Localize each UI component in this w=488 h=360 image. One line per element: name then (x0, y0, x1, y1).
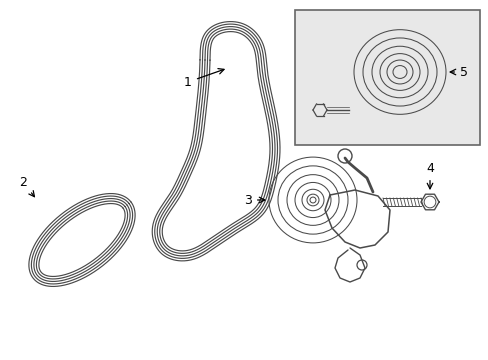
Text: 5: 5 (449, 66, 467, 78)
Text: 1: 1 (184, 69, 224, 89)
Text: 3: 3 (244, 194, 264, 207)
Bar (294, 10, 479, 145)
Text: 4: 4 (425, 162, 433, 189)
Text: 2: 2 (19, 175, 34, 197)
